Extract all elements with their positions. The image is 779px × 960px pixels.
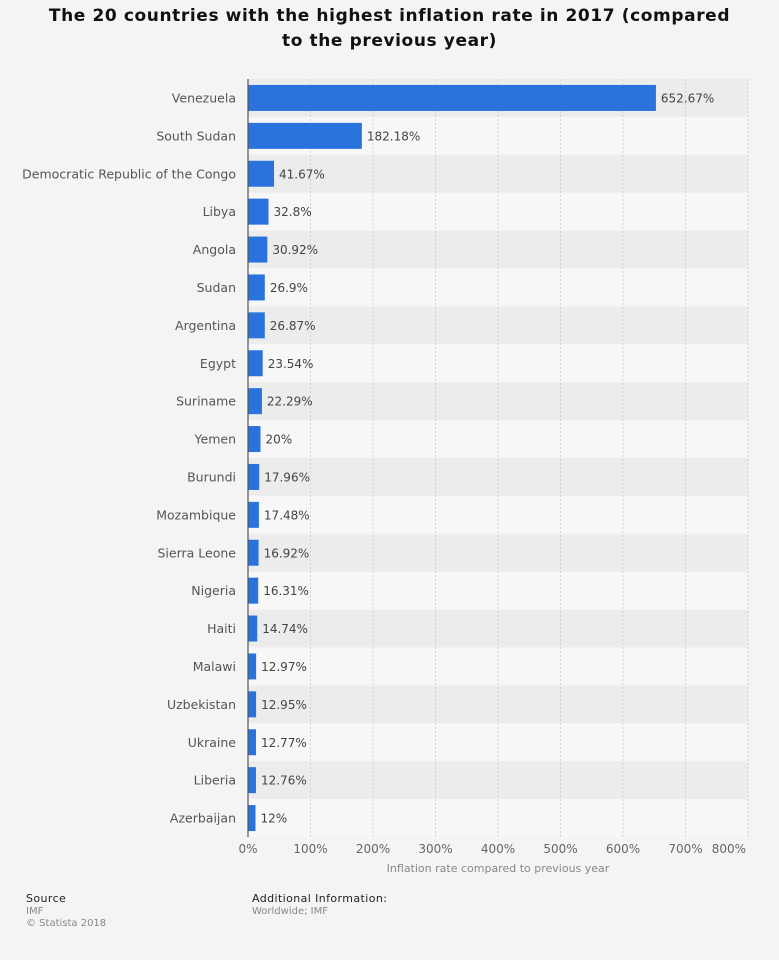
category-label: Haiti [207, 621, 236, 636]
bar[interactable] [248, 615, 258, 642]
bar[interactable] [248, 426, 261, 453]
bar[interactable] [248, 729, 256, 756]
category-label: Sudan [197, 280, 236, 295]
category-label: Nigeria [191, 583, 236, 598]
source-block: Source IMF © Statista 2018 [26, 893, 106, 930]
bar[interactable] [248, 122, 362, 149]
additional-info-block: Additional Information: Worldwide; IMF [252, 893, 387, 918]
x-tick-label: 400% [481, 842, 515, 856]
bar[interactable] [248, 84, 656, 111]
bar[interactable] [248, 388, 262, 415]
category-label: Liberia [194, 773, 236, 788]
value-label: 16.92% [264, 546, 310, 560]
value-label: 14.74% [262, 622, 308, 636]
bar[interactable] [248, 653, 257, 680]
category-label: Democratic Republic of the Congo [22, 166, 236, 181]
category-label: Argentina [175, 318, 236, 333]
category-label: Suriname [176, 394, 236, 409]
bar[interactable] [248, 805, 256, 832]
x-tick-label: 600% [606, 842, 640, 856]
bar[interactable] [248, 501, 259, 528]
bar[interactable] [248, 160, 275, 187]
category-label: Malawi [193, 659, 236, 674]
row-band [248, 799, 748, 837]
category-label: Mozambique [156, 507, 236, 522]
category-label: South Sudan [156, 128, 236, 143]
x-axis-ticks: 0% 100% 200% 300% 400% 500% 600% 700% 800% [238, 842, 746, 856]
category-label: Azerbaijan [170, 811, 236, 826]
value-label: 12% [261, 812, 288, 826]
x-tick-label: 100% [293, 842, 327, 856]
bar[interactable] [248, 539, 259, 566]
value-label: 22.29% [267, 395, 313, 409]
bar[interactable] [248, 463, 260, 490]
category-label: Libya [203, 204, 236, 219]
category-label: Angola [193, 242, 236, 257]
value-label: 652.67% [661, 91, 714, 105]
value-label: 20% [266, 433, 293, 447]
bar[interactable] [248, 312, 265, 339]
x-tick-label: 500% [543, 842, 577, 856]
bar[interactable] [248, 691, 257, 718]
value-label: 30.92% [272, 243, 318, 257]
bar[interactable] [248, 767, 256, 794]
value-label: 12.97% [261, 660, 307, 674]
value-label: 23.54% [268, 357, 314, 371]
x-tick-label: 300% [418, 842, 452, 856]
bar[interactable] [248, 350, 263, 377]
additional-info-heading: Additional Information: [252, 892, 388, 905]
category-label: Burundi [187, 469, 236, 484]
value-labels: 652.67% 182.18% 41.67% 32.8% 30.92% 26.9% 26.8… [261, 91, 715, 825]
value-label: 17.96% [264, 470, 310, 484]
value-label: 12.76% [261, 774, 307, 788]
value-label: 32.8% [274, 205, 312, 219]
bar[interactable] [248, 577, 259, 604]
category-label: Uzbekistan [167, 697, 236, 712]
x-axis-title: Inflation rate compared to previous year [387, 862, 610, 875]
chart-title: The 20 countries with the highest inflat… [48, 6, 731, 51]
category-label: Egypt [200, 356, 236, 371]
category-labels: Venezuela South Sudan Democratic Republic … [22, 90, 236, 825]
x-tick-label: 0% [238, 842, 257, 856]
row-band [248, 154, 748, 193]
category-label: Yemen [194, 432, 236, 447]
bars [248, 84, 656, 832]
value-label: 182.18% [367, 129, 420, 143]
category-label: Venezuela [172, 90, 236, 105]
x-tick-label: 800% [712, 842, 746, 856]
x-tick-label: 700% [668, 842, 702, 856]
value-label: 41.67% [279, 167, 325, 181]
value-label: 26.9% [270, 281, 308, 295]
value-label: 26.87% [270, 319, 316, 333]
value-label: 17.48% [264, 508, 310, 522]
category-label: Sierra Leone [158, 545, 237, 560]
bar[interactable] [248, 274, 265, 301]
additional-info-text: Worldwide; IMF [252, 906, 328, 917]
bar[interactable] [248, 236, 268, 263]
x-tick-label: 200% [356, 842, 390, 856]
source-heading: Source [26, 892, 67, 905]
value-label: 12.95% [261, 698, 307, 712]
bar[interactable] [248, 198, 269, 225]
value-label: 12.77% [261, 736, 307, 750]
category-label: Ukraine [188, 735, 237, 750]
value-label: 16.31% [263, 584, 309, 598]
source-text: IMF [26, 906, 44, 917]
copyright-text: © Statista 2018 [26, 918, 107, 929]
row-band [248, 723, 748, 762]
